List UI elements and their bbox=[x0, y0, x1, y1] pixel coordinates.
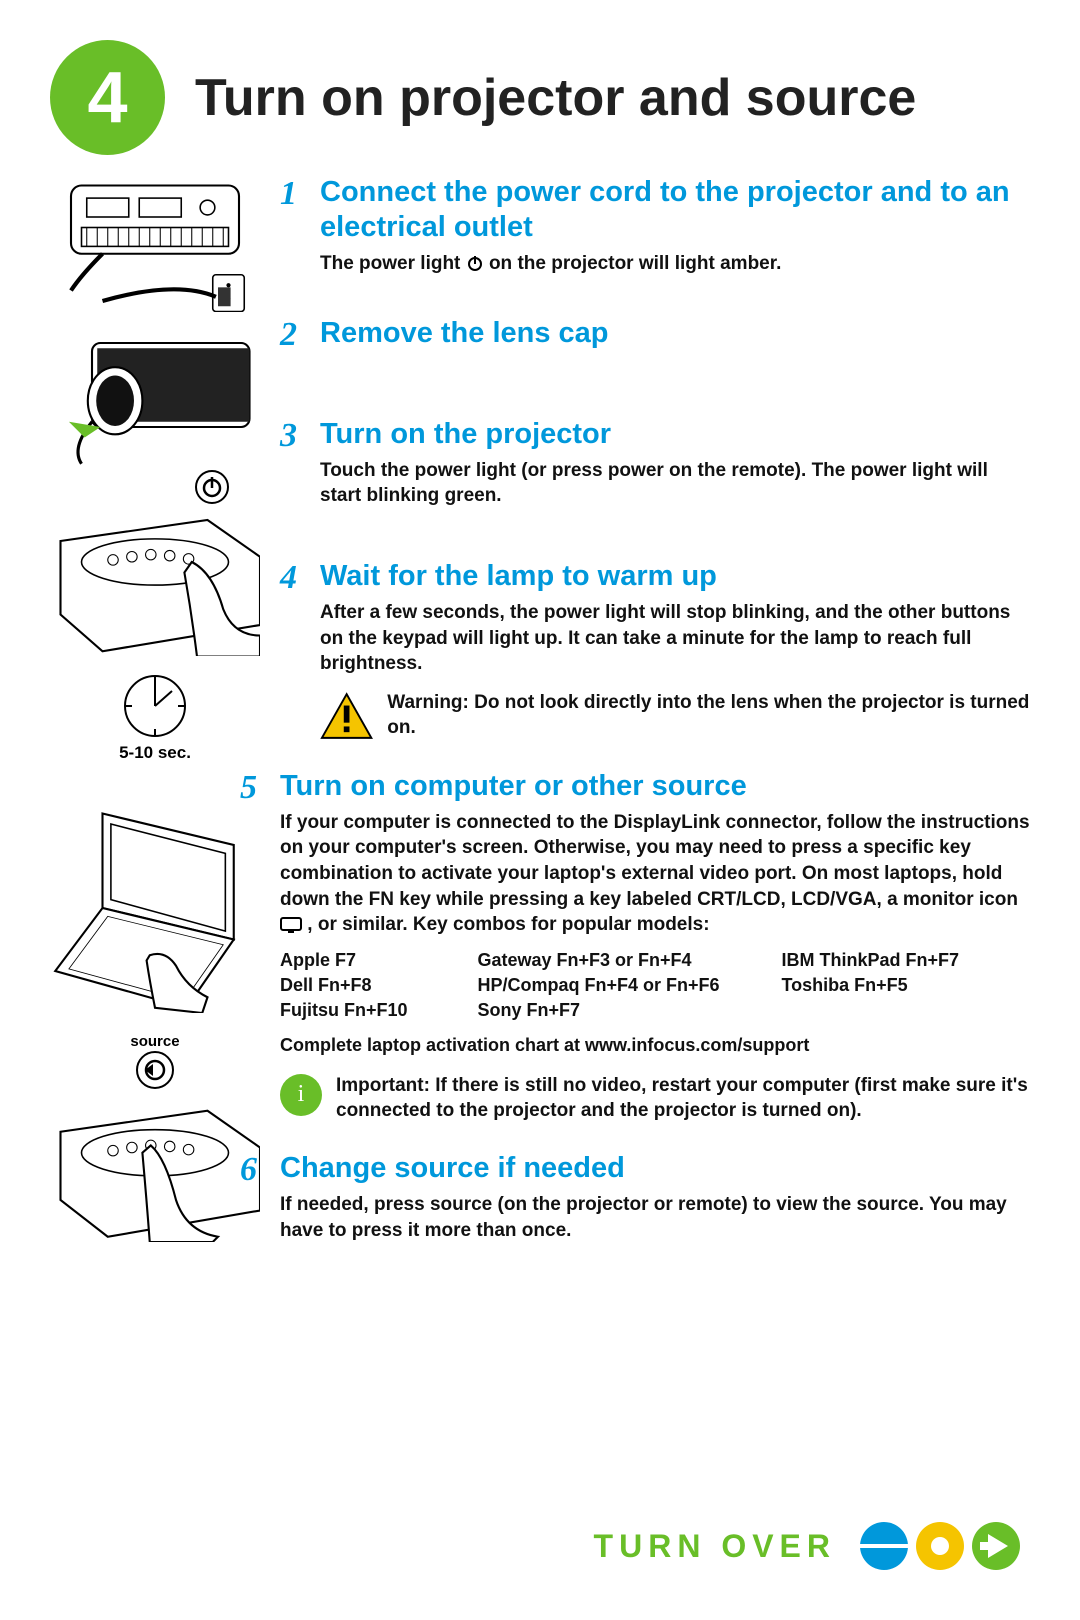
step-number: 1 bbox=[280, 175, 320, 276]
step-desc: If needed, press source (on the projecto… bbox=[280, 1192, 1030, 1243]
key-combo: Apple F7 bbox=[280, 950, 458, 971]
step-4: 4 Wait for the lamp to warm up After a f… bbox=[280, 559, 1030, 741]
turn-over-label: TURN OVER bbox=[594, 1528, 836, 1565]
info-row: i Important: If there is still no video,… bbox=[280, 1074, 1030, 1123]
step-3: 3 Turn on the projector Touch the power … bbox=[280, 417, 1030, 509]
step-title: Turn on computer or other source bbox=[280, 769, 1030, 804]
timer-label: 5-10 sec. bbox=[119, 743, 191, 763]
dot-yellow-icon bbox=[916, 1522, 964, 1570]
step-desc: After a few seconds, the power light wil… bbox=[320, 600, 1030, 677]
timer-icon bbox=[120, 671, 190, 741]
step-number: 5 bbox=[240, 769, 280, 1123]
step-title: Connect the power cord to the projector … bbox=[320, 175, 1030, 245]
warning-icon bbox=[320, 691, 373, 741]
key-combo: Dell Fn+F8 bbox=[280, 975, 458, 996]
step-desc: The power light on the projector will li… bbox=[320, 251, 1030, 277]
laptop-icon bbox=[50, 803, 260, 1013]
section-badge: 4 bbox=[50, 40, 165, 155]
dot-blue-icon bbox=[860, 1522, 908, 1570]
key-combo: IBM ThinkPad Fn+F7 bbox=[782, 950, 1031, 971]
monitor-icon bbox=[280, 917, 302, 933]
content-area: 5-10 sec. source bbox=[50, 175, 1030, 1271]
step-number: 4 bbox=[280, 559, 320, 741]
step-number: 3 bbox=[280, 417, 320, 509]
footer-dots bbox=[860, 1522, 1020, 1570]
source-label: source bbox=[50, 1033, 260, 1050]
key-combo bbox=[782, 1000, 1031, 1021]
key-combo-grid: Apple F7 Gateway Fn+F3 or Fn+F4 IBM Thin… bbox=[280, 950, 1030, 1021]
projector-power-press-icon bbox=[50, 499, 260, 657]
step-title: Wait for the lamp to warm up bbox=[320, 559, 1030, 594]
step-number: 6 bbox=[240, 1151, 280, 1243]
source-symbol-icon bbox=[135, 1050, 175, 1090]
step-title: Turn on the projector bbox=[320, 417, 1030, 452]
power-icon bbox=[466, 254, 484, 272]
steps-column: 1 Connect the power cord to the projecto… bbox=[280, 175, 1030, 1271]
step-title: Remove the lens cap bbox=[320, 316, 1030, 351]
dot-green-arrow-icon bbox=[972, 1522, 1020, 1570]
key-combo: Sony Fn+F7 bbox=[478, 1000, 762, 1021]
step-2: 2 Remove the lens cap bbox=[280, 316, 1030, 357]
step-5: 5 Turn on computer or other source If yo… bbox=[240, 769, 1030, 1123]
projector-rear-icon bbox=[50, 175, 260, 312]
page-title: Turn on projector and source bbox=[195, 68, 916, 128]
key-combo: Fujitsu Fn+F10 bbox=[280, 1000, 458, 1021]
power-symbol-icon bbox=[194, 469, 230, 505]
chart-note: Complete laptop activation chart at www.… bbox=[280, 1035, 1030, 1056]
info-icon: i bbox=[280, 1074, 322, 1116]
step-title: Change source if needed bbox=[280, 1151, 1030, 1186]
info-text: Important: If there is still no video, r… bbox=[336, 1074, 1030, 1123]
warning-row: Warning: Do not look directly into the l… bbox=[320, 691, 1030, 741]
warning-text: Warning: Do not look directly into the l… bbox=[387, 691, 1030, 740]
page-header: 4 Turn on projector and source bbox=[50, 40, 1030, 155]
step-number: 2 bbox=[280, 316, 320, 357]
step-1: 1 Connect the power cord to the projecto… bbox=[280, 175, 1030, 276]
step-6: 6 Change source if needed If needed, pre… bbox=[240, 1151, 1030, 1243]
key-combo: Gateway Fn+F3 or Fn+F4 bbox=[478, 950, 762, 971]
desc-text: , or similar. Key combos for popular mod… bbox=[307, 914, 709, 935]
desc-text: If your computer is connected to the Dis… bbox=[280, 812, 1030, 910]
key-combo: Toshiba Fn+F5 bbox=[782, 975, 1031, 996]
projector-source-press-icon bbox=[50, 1095, 260, 1242]
projector-lens-icon bbox=[50, 322, 260, 469]
desc-text: The power light bbox=[320, 253, 466, 274]
desc-text: on the projector will light amber. bbox=[489, 253, 781, 274]
key-combo: HP/Compaq Fn+F4 or Fn+F6 bbox=[478, 975, 762, 996]
page-footer: TURN OVER bbox=[594, 1522, 1020, 1570]
step-desc: Touch the power light (or press power on… bbox=[320, 458, 1030, 509]
step-desc: If your computer is connected to the Dis… bbox=[280, 810, 1030, 938]
